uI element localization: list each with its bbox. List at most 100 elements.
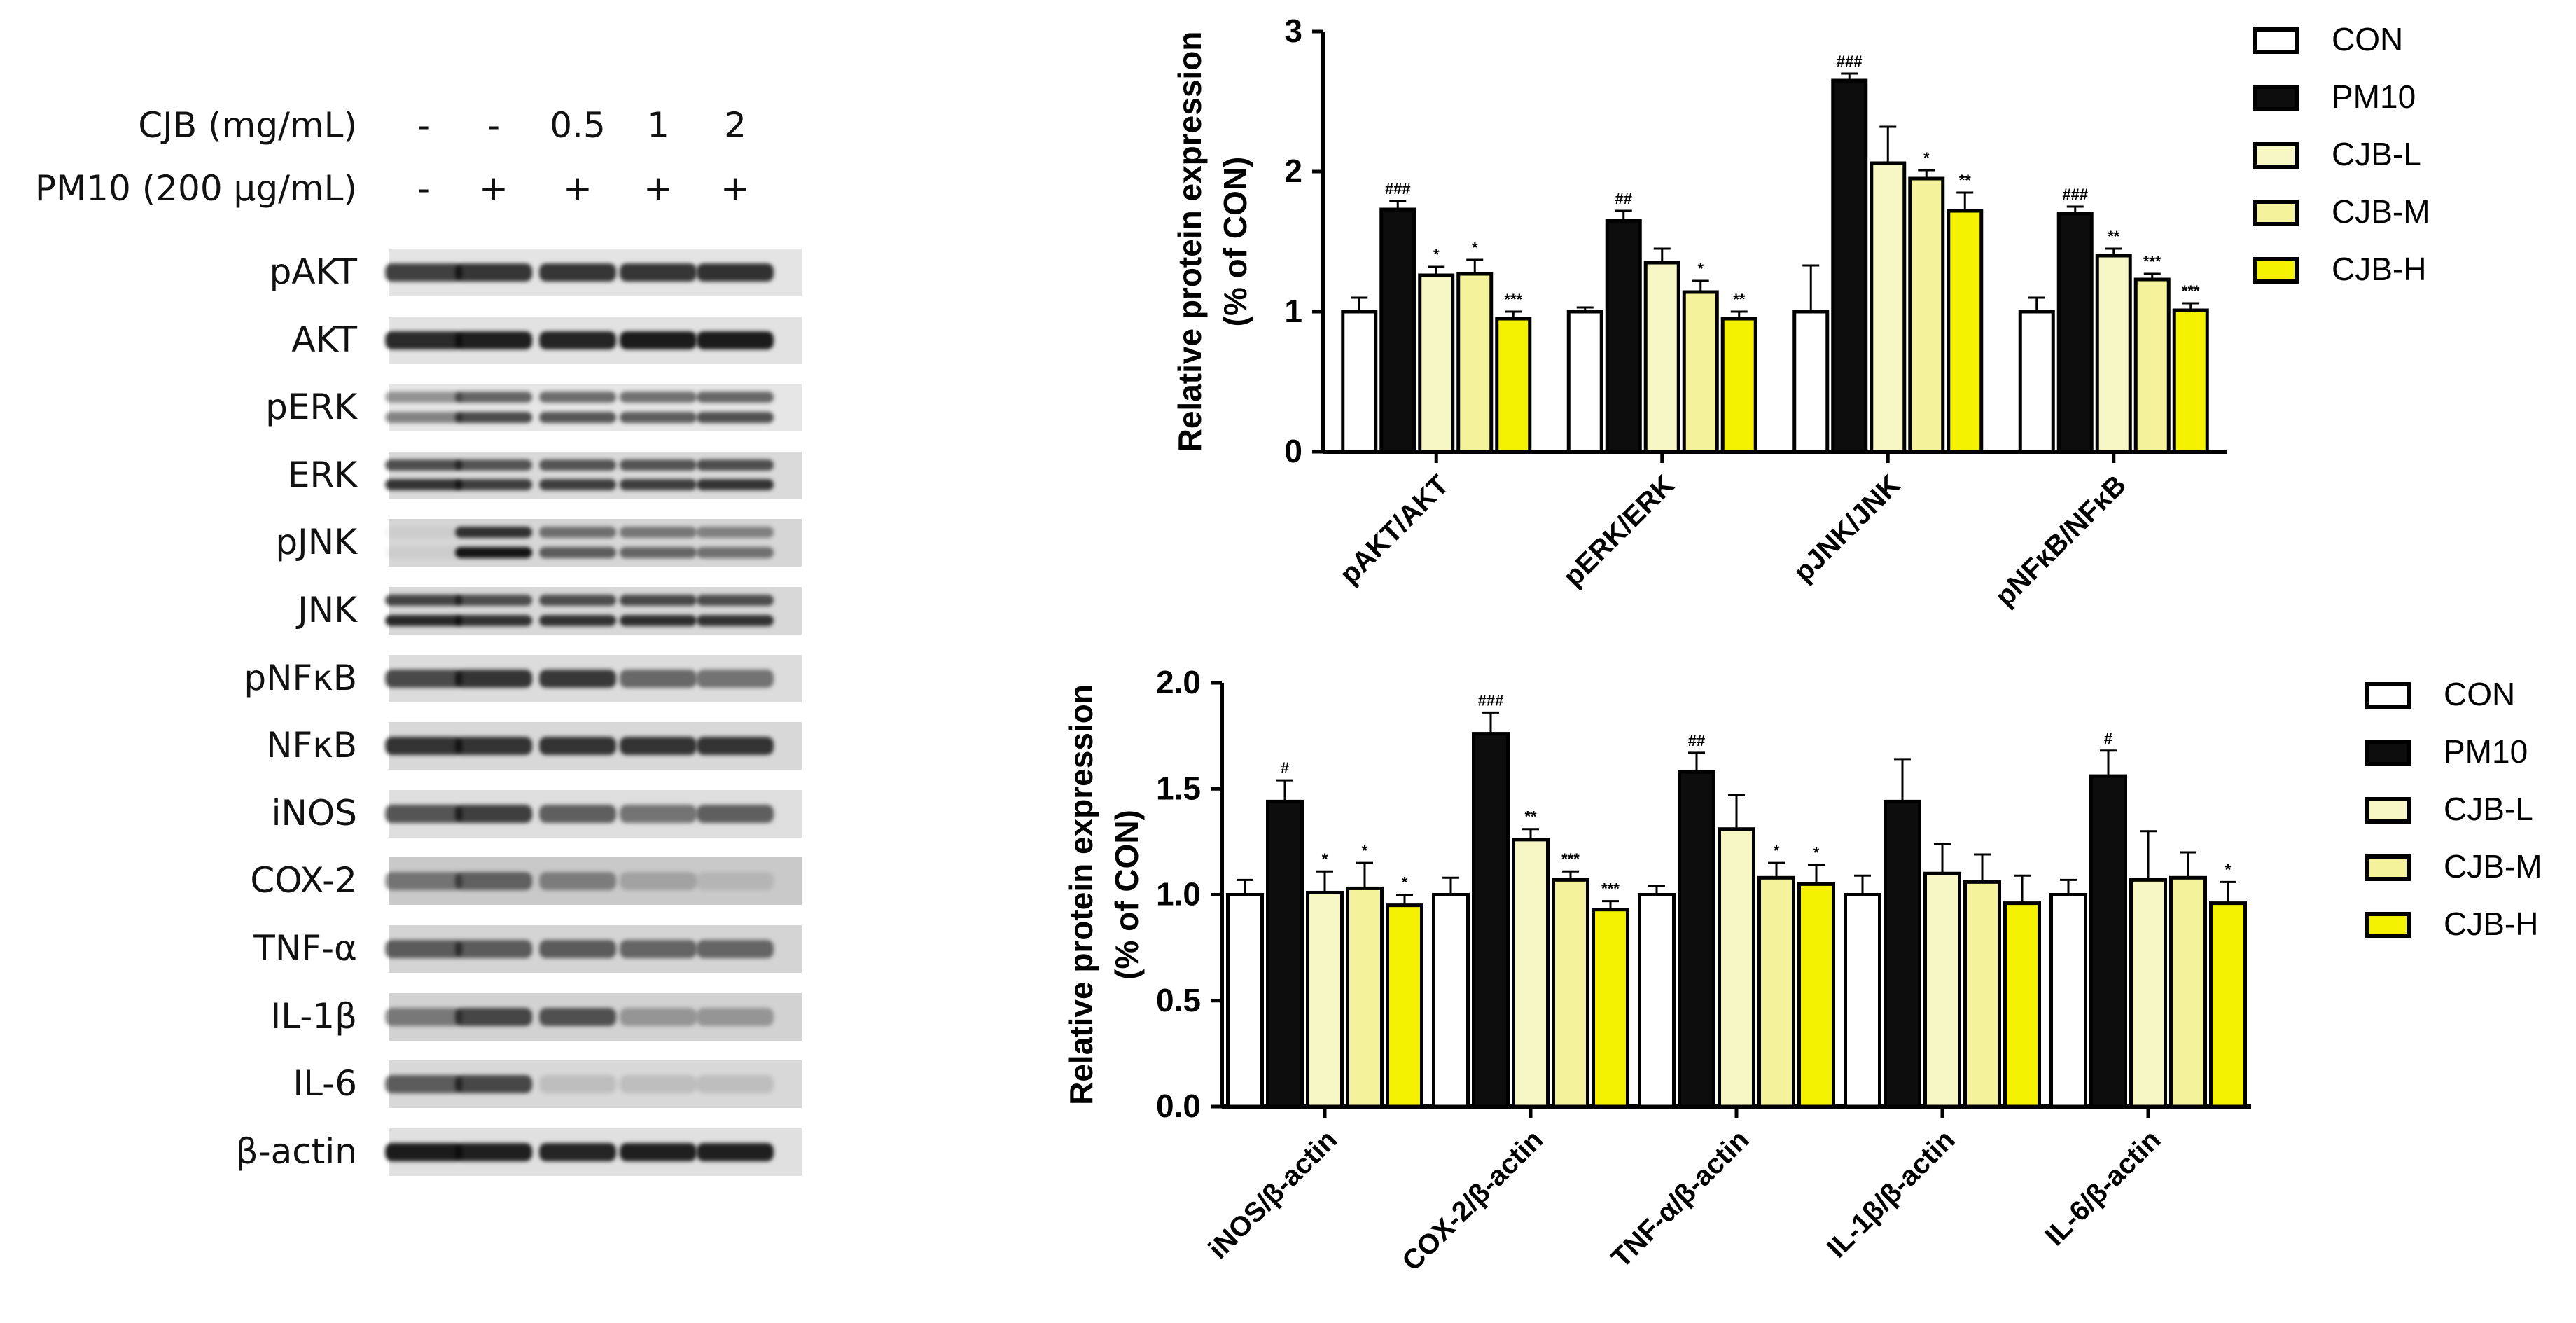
blot-band [620,459,697,471]
legend-swatch-con [2253,27,2299,54]
y-axis-label-units: (% of CON) [1217,157,1253,327]
bar-con [2049,893,2087,1109]
blot-band [697,411,774,423]
blot-band [620,1007,697,1026]
y-tick-label: 1.0 [1156,876,1201,913]
significance-mark: ** [2108,228,2120,245]
chart-top-phosphorylation: 0 1 2 3 Relative protein expression (% of CON… [1171,13,2430,612]
legend-label: CJB-L [2332,136,2421,172]
bar-cjb-m [1682,290,1719,454]
blot-band [455,737,532,756]
blot-band [620,1142,697,1161]
bar-cjb-h [2172,308,2209,454]
blot-band [539,614,616,626]
blot-row-label: ERK [287,454,357,495]
bar-cjb-l [1718,827,1755,1109]
x-tick-label: TNF-α/β-actin [1606,1124,1755,1273]
blot-band [697,940,774,958]
blot-band [620,547,697,558]
y-tick-label: 1 [1284,293,1302,329]
bar-con [1432,893,1470,1109]
blot-band [539,263,616,282]
blot-band [620,331,697,349]
blot-band [697,479,774,491]
significance-mark: * [2225,861,2232,878]
x-tick-label: pERK/ERK [1557,469,1680,593]
blot-band [620,263,697,282]
legend-label: PM10 [2332,78,2416,115]
blot-band [455,459,532,471]
legend-label: CJB-M [2332,193,2430,230]
blot-band [539,669,616,688]
legend-swatch-cjb-l [2365,797,2411,824]
bar-cjb-l [2095,254,2132,454]
treatment-value: + [563,168,592,209]
significance-mark: * [1472,239,1478,256]
blot-band [697,527,774,539]
y-tick-label: 0 [1284,433,1302,469]
bar-cjb-h [1947,209,1984,454]
legend-swatch-con [2365,682,2411,709]
blot-band [697,595,774,607]
significance-mark: ** [1959,172,1972,189]
y-tick-label: 1.5 [1156,770,1201,806]
blot-band [539,459,616,471]
bar-cjb-h [1495,317,1532,454]
blot-row-label: AKT [291,319,357,360]
y-tick-label: 0.5 [1156,982,1201,1018]
x-tick-label: pNFκB/NFκB [1989,469,2132,612]
blot-band [620,872,697,891]
blot-band [620,595,697,607]
blot-band [455,331,532,349]
blot-row-label: pERK [265,387,357,428]
blot-row-label: NFκB [266,725,357,766]
significance-mark: ## [1615,190,1632,207]
blot-band [697,392,774,403]
blot-band [539,331,616,349]
significance-mark: ### [1478,691,1504,709]
significance-mark: * [1362,842,1368,859]
blot-row-label: TNF-α [253,928,357,969]
bar-cjb-m [1908,176,1945,454]
bar-pm10 [1831,78,1868,454]
blot-band [455,392,532,403]
legend-swatch-cjb-m [2365,854,2411,881]
blot-band [455,1075,532,1094]
blot-band [455,804,532,823]
y-tick-label: 2.0 [1156,664,1201,700]
blot-band [697,547,774,558]
legend-label: CJB-H [2444,906,2538,942]
bar-con [1844,893,1881,1109]
treatment-value: + [720,168,750,209]
y-axis-label: Relative protein expression [1171,32,1208,452]
blot-band [620,392,697,403]
blot-band [539,479,616,491]
blot-row-label: β-actin [235,1130,357,1172]
legend-swatch-cjb-h [2253,257,2299,284]
blot-band [697,737,774,756]
bar-pm10 [1605,219,1642,454]
significance-mark: # [1281,759,1289,777]
blot-band [455,527,532,539]
x-tick-label: iNOS/β-actin [1203,1124,1344,1265]
blot-band [385,737,462,756]
blot-band [455,411,532,423]
blot-strip [389,451,802,499]
bar-pm10 [1884,799,1921,1109]
blot-band [539,737,616,756]
bar-cjb-m [2169,875,2207,1109]
significance-mark: *** [1504,291,1522,308]
blot-band [620,940,697,958]
bar-cjb-h [1386,903,1423,1109]
bar-pm10 [2089,774,2127,1109]
blot-band [539,595,616,607]
blot-band [539,527,616,539]
bar-con [2018,310,2055,454]
bar-con [1566,310,1603,454]
legend-label: CON [2444,676,2515,712]
significance-mark: ## [1688,732,1705,749]
bar-cjb-l [1643,261,1680,454]
blot-band [455,479,532,491]
blot-band [697,331,774,349]
blot-band [385,459,462,471]
